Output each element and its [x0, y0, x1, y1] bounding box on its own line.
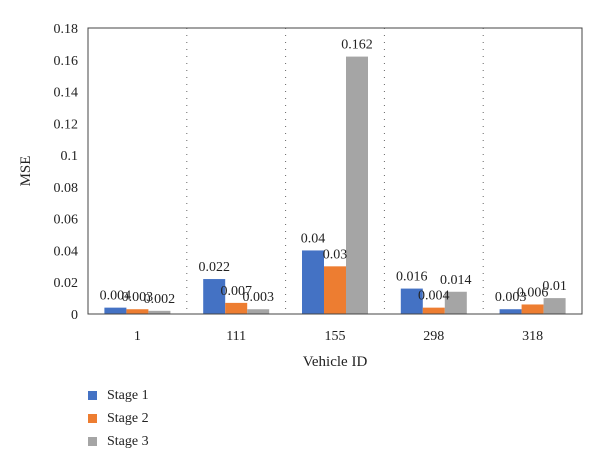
bar-stage-1: [104, 307, 127, 314]
x-tick-label: 111: [226, 329, 246, 344]
data-label: 0.007: [220, 284, 252, 299]
bar-stage-3: [346, 56, 368, 314]
legend-swatch: [88, 414, 97, 423]
data-labels: 0.0040.0030.0020.0220.0070.0030.040.030.…: [100, 38, 567, 307]
bar-stage-2: [126, 309, 149, 314]
x-tick-label: 298: [423, 329, 444, 344]
legend-swatch: [88, 391, 97, 400]
data-label: 0.016: [396, 270, 428, 285]
data-label: 0.162: [341, 38, 373, 53]
data-label: 0.04: [301, 231, 326, 246]
x-axis-label: Vehicle ID: [303, 354, 368, 370]
data-label: 0.003: [122, 290, 154, 305]
legend-item-stage-3: Stage 3: [88, 430, 149, 453]
bar-stage-1: [499, 309, 522, 314]
legend-label: Stage 1: [107, 387, 149, 403]
bar-stage-1: [302, 250, 324, 314]
legend-item-stage-2: Stage 2: [88, 407, 149, 430]
x-tick-label: 155: [325, 329, 346, 344]
y-tick-label: 0.08: [54, 181, 79, 196]
data-label: 0.022: [198, 260, 230, 275]
y-axis-label: MSE: [18, 156, 34, 187]
bar-stage-2: [225, 302, 248, 314]
y-tick-label: 0.1: [61, 149, 79, 164]
legend-item-stage-1: Stage 1: [88, 384, 149, 407]
data-label: 0.002: [144, 292, 176, 307]
data-label: 0.004: [418, 289, 450, 304]
y-tick-label: 0.06: [54, 213, 79, 228]
x-axis-ticks: 1 111 155 298 318: [134, 329, 543, 344]
legend-swatch: [88, 437, 97, 446]
plot-area-border: [87, 27, 583, 315]
data-label: 0.006: [517, 285, 549, 300]
bar-stage-3: [247, 309, 270, 314]
x-tick-label: 1: [134, 329, 141, 344]
y-tick-label: 0.02: [54, 276, 79, 291]
data-label: 0.003: [242, 290, 274, 305]
bar-stage-1: [400, 288, 423, 314]
bar-stage-3: [543, 298, 566, 314]
legend: Stage 1 Stage 2 Stage 3: [88, 384, 149, 453]
bars-group: [104, 56, 566, 314]
bar-stage-1: [203, 279, 226, 314]
grid-lines: [186, 28, 484, 314]
legend-label: Stage 2: [107, 410, 149, 426]
y-tick-label: 0.12: [54, 117, 79, 132]
bar-stage-3: [148, 310, 171, 314]
bar-stage-3: [444, 291, 467, 314]
data-label: 0.03: [323, 247, 348, 262]
legend-label: Stage 3: [107, 433, 149, 449]
data-label: 0.014: [440, 273, 472, 288]
x-tick-label: 318: [522, 329, 543, 344]
data-label: 0.003: [495, 290, 527, 305]
data-label: 0.004: [100, 289, 132, 304]
y-tick-label: 0: [71, 308, 78, 323]
y-tick-label: 0.04: [54, 244, 79, 259]
y-axis-ticks: 0 0.02 0.04 0.06 0.08 0.1 0.12 0.14 0.16 0.18: [54, 22, 79, 323]
y-tick-label: 0.14: [54, 86, 79, 101]
bar-stage-2: [324, 266, 346, 314]
y-tick-label: 0.16: [54, 54, 79, 69]
data-label: 0.01: [542, 279, 567, 294]
bar-stage-2: [521, 304, 544, 314]
bar-stage-2: [422, 307, 445, 314]
y-tick-label: 0.18: [54, 22, 79, 37]
